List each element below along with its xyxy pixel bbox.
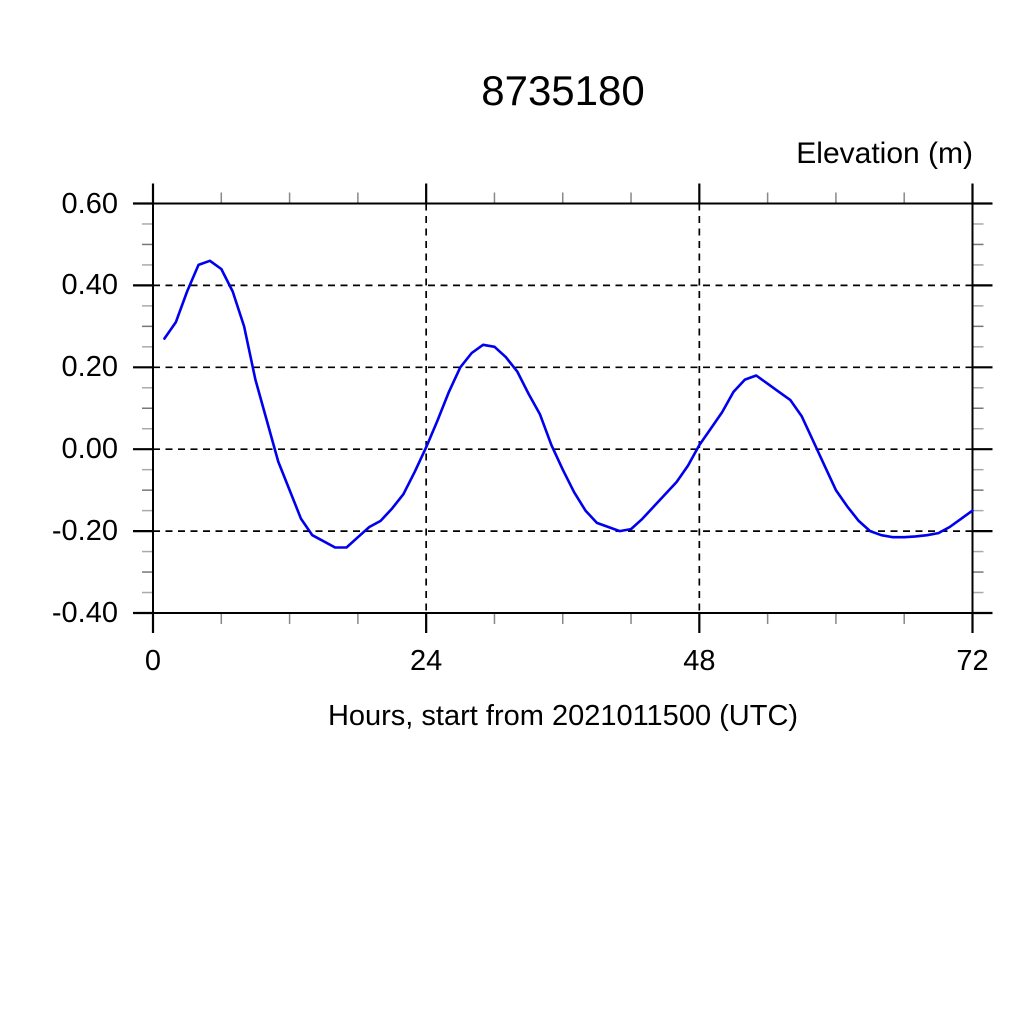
- y-tick-label-0.40: 0.40: [61, 269, 118, 302]
- y-tick-label--0.40: -0.40: [51, 597, 118, 629]
- y-axis-title: Elevation (m): [796, 137, 973, 170]
- grid-lines: [153, 202, 973, 613]
- y-tick-label-0.60: 0.60: [61, 187, 118, 220]
- y-tick-label-0.20: 0.20: [61, 351, 118, 384]
- elevation-series-line: [163, 259, 974, 549]
- x-tick-label-72: 72: [956, 645, 989, 677]
- x-axis-title: Hours, start from 2021011500 (UTC): [327, 700, 799, 732]
- chart-title: 8735180: [481, 67, 645, 114]
- x-tick-label-24: 24: [410, 645, 443, 677]
- tick-marks: [133, 183, 993, 633]
- elevation-line: [163, 259, 974, 549]
- y-tick-label--0.20: -0.20: [51, 515, 118, 548]
- y-tick-label-0.00: 0.00: [61, 433, 118, 466]
- x-tick-label-48: 48: [683, 645, 716, 677]
- axis-frame: [152, 202, 974, 614]
- x-tick-label-0: 0: [144, 645, 162, 677]
